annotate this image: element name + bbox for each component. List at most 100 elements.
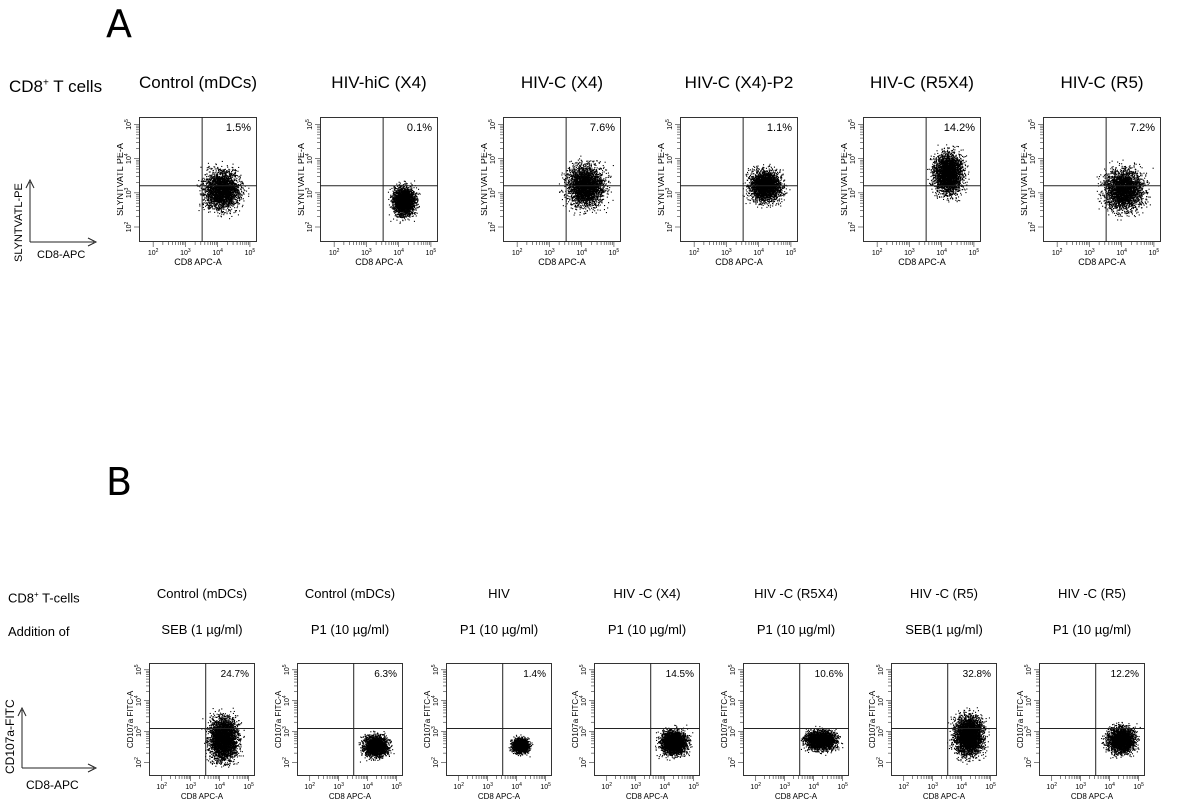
y-axis-label: CD107a FITC-A	[572, 690, 580, 748]
y-tick-label: 102	[305, 221, 314, 232]
event-dots	[201, 708, 244, 768]
plot-title: HIV-C (X4)-P2	[685, 73, 794, 93]
y-tick-label: 105	[431, 664, 440, 675]
panel-b-legend-x: CD8-APC	[26, 778, 79, 792]
y-tick-label: 103	[305, 187, 314, 198]
x-tick-label: 103	[1075, 782, 1086, 791]
axis-ticks	[292, 670, 397, 781]
x-tick-label: 103	[361, 248, 372, 257]
x-tick-label: 104	[362, 782, 373, 791]
y-tick-label: 102	[134, 757, 143, 768]
upper-right-percent: 1.1%	[767, 122, 792, 134]
plot-frame	[150, 664, 255, 776]
x-tick-label: 102	[512, 248, 523, 257]
y-tick-label: 105	[1028, 119, 1037, 130]
row1-label-rest: T-cells	[39, 590, 80, 605]
y-axis-label: SLYNTVATL PE-A	[481, 143, 489, 216]
upper-right-percent: 14.5%	[666, 669, 694, 680]
upper-right-percent: 10.6%	[815, 669, 843, 680]
y-tick-label: 103	[1028, 187, 1037, 198]
y-tick-label: 105	[305, 119, 314, 130]
event-dots	[1101, 722, 1141, 759]
plot-title: HIV-C (R5X4)	[870, 73, 974, 93]
plot-subtitle: P1 (10 µg/ml)	[757, 622, 835, 637]
plot-subtitle: SEB (1 µg/ml)	[161, 622, 242, 637]
x-axis-label: CD8 APC-A	[538, 257, 586, 267]
x-tick-label: 102	[689, 248, 700, 257]
y-tick-label: 102	[431, 757, 440, 768]
plot-frame	[595, 664, 700, 776]
x-tick-label: 102	[750, 782, 761, 791]
x-axis-label: CD8 APC-A	[1078, 257, 1126, 267]
upper-right-percent: 0.1%	[407, 122, 432, 134]
panel-b-letter: B	[106, 460, 132, 504]
plot-title: HIV -C (R5)	[910, 586, 978, 601]
plot-subtitle: SEB(1 µg/ml)	[905, 622, 983, 637]
y-tick-label: 102	[848, 221, 857, 232]
x-tick-label: 103	[721, 248, 732, 257]
x-tick-label: 103	[544, 248, 555, 257]
x-axis-label: CD8 APC-A	[715, 257, 763, 267]
y-tick-label: 102	[488, 221, 497, 232]
x-axis-label: CD8 APC-A	[174, 257, 222, 267]
y-tick-label: 103	[431, 726, 440, 737]
upper-right-percent: 12.2%	[1111, 669, 1139, 680]
x-tick-label: 105	[688, 782, 699, 791]
y-tick-label: 105	[579, 664, 588, 675]
plot-frame	[744, 664, 849, 776]
plot-title: HIV -C (R5)	[1058, 586, 1126, 601]
y-tick-label: 105	[124, 119, 133, 130]
y-tick-label: 102	[728, 757, 737, 768]
y-tick-label: 104	[431, 695, 440, 706]
x-tick-label: 103	[927, 782, 938, 791]
y-axis-label: SLYNTVATL PE-A	[658, 143, 666, 216]
y-tick-label: 102	[124, 221, 133, 232]
y-tick-label: 105	[1024, 664, 1033, 675]
y-tick-label: 104	[848, 153, 857, 164]
x-tick-label: 104	[956, 782, 967, 791]
x-tick-label: 105	[1133, 782, 1144, 791]
y-axis-label: CD107a FITC-A	[869, 690, 877, 748]
panel-b-legend-y: CD107a-FITC	[3, 699, 17, 774]
plot-frame	[504, 118, 621, 242]
x-tick-label: 102	[872, 248, 883, 257]
y-tick-label: 103	[488, 187, 497, 198]
panel-a-legend-y: SLYNTVATL-PE	[13, 183, 25, 262]
x-axis-label: CD8 APC-A	[898, 257, 946, 267]
x-axis-label: CD8 APC-A	[355, 257, 403, 267]
upper-right-percent: 1.5%	[226, 122, 251, 134]
y-tick-label: 103	[124, 187, 133, 198]
x-tick-label: 105	[837, 782, 848, 791]
y-tick-label: 104	[579, 695, 588, 706]
plot-subtitle: P1 (10 µg/ml)	[608, 622, 686, 637]
y-tick-label: 102	[876, 757, 885, 768]
x-tick-label: 104	[936, 248, 947, 257]
y-axis-label: SLYNTVATL PE-A	[117, 143, 125, 216]
x-tick-label: 105	[391, 782, 402, 791]
y-axis-label: SLYNTVATL PE-A	[298, 143, 306, 216]
x-tick-label: 105	[426, 248, 437, 257]
y-tick-label: 103	[665, 187, 674, 198]
event-dots	[509, 734, 534, 757]
plot-title: HIV-hiC (X4)	[331, 73, 426, 93]
event-dots	[927, 144, 970, 202]
y-tick-label: 102	[282, 757, 291, 768]
x-tick-label: 104	[1116, 248, 1127, 257]
x-tick-label: 105	[985, 782, 996, 791]
row1-label-main: CD8	[8, 590, 34, 605]
y-tick-label: 104	[124, 153, 133, 164]
upper-right-percent: 32.8%	[963, 669, 991, 680]
y-tick-label: 104	[305, 153, 314, 164]
x-tick-label: 105	[786, 248, 797, 257]
x-tick-label: 104	[808, 782, 819, 791]
plot-frame	[447, 664, 552, 776]
